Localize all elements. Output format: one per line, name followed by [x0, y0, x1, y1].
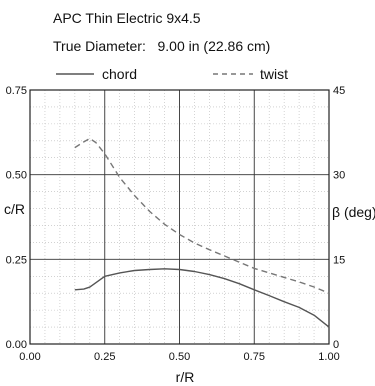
x-tick-label: 0.50 [169, 351, 190, 363]
legend-label-twist: twist [260, 66, 288, 82]
chart-title: APC Thin Electric 9x4.5 [53, 10, 201, 26]
x-axis-label: r/R [176, 369, 195, 385]
x-tick-label: 0.00 [19, 351, 40, 363]
y-tick-label: 0.50 [6, 170, 27, 182]
y2-tick-label: 45 [333, 85, 345, 97]
y-tick-label: 0.00 [6, 339, 27, 351]
x-tick-label: 0.25 [94, 351, 115, 363]
y-tick-label: 0.75 [6, 85, 27, 97]
y2-tick-label: 15 [333, 254, 345, 266]
minor-grid [30, 90, 329, 344]
series-layer [74, 137, 330, 328]
legend-label-chord: chord [102, 66, 137, 82]
plot-frame [29, 89, 330, 345]
y2-tick-label: 0 [333, 339, 339, 351]
major-grid [30, 90, 329, 344]
y2-axis-label: β (deg) [332, 204, 375, 220]
x-tick-label: 0.75 [244, 351, 265, 363]
chart-subtitle: True Diameter: 9.00 in (22.86 cm) [53, 38, 270, 54]
x-tick-label: 1.00 [318, 351, 339, 363]
series-line-twist [74, 137, 330, 294]
y-axis-label: c/R [4, 201, 25, 217]
y-tick-label: 0.25 [6, 254, 27, 266]
series-line-chord [74, 268, 330, 328]
y2-tick-label: 30 [333, 170, 345, 182]
tick-labels: 0.00 0.25 0.50 0.75 1.00 0.00 0.25 0.50 0.75 0 15 3… [6, 85, 346, 363]
legend: chord twist [56, 66, 288, 82]
